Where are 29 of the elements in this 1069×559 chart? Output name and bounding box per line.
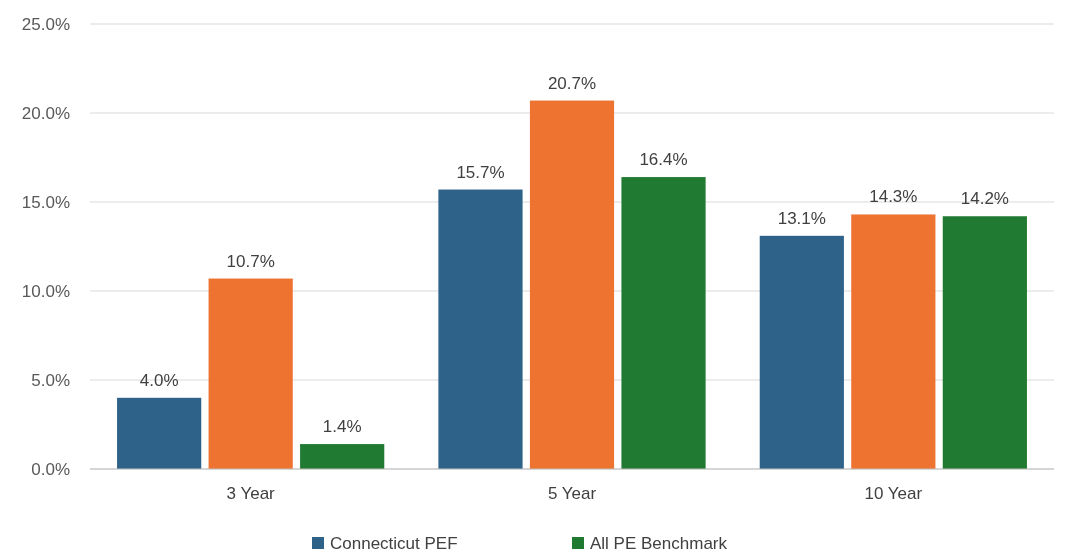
bar xyxy=(117,397,202,469)
x-tick-label: 3 Year xyxy=(226,484,276,503)
text: 10.7% xyxy=(226,251,275,271)
bar xyxy=(942,216,1027,469)
text: 16.4% xyxy=(639,150,688,170)
y-tick-label: 20.0% xyxy=(21,103,70,123)
legend-label: Connecticut PEF xyxy=(330,534,458,553)
text: 14.2% xyxy=(960,189,1009,209)
bar xyxy=(529,100,615,469)
y-tick-label: 25.0% xyxy=(21,14,70,34)
bar xyxy=(621,177,706,469)
legend-label: All PE Benchmark xyxy=(590,534,728,553)
y-tick-label: 10.0% xyxy=(21,281,70,301)
x-tick-label: 5 Year xyxy=(547,484,597,503)
text: 15.7% xyxy=(456,162,505,182)
y-tick-label: 5.0% xyxy=(31,370,70,390)
text: 1.4% xyxy=(322,417,362,437)
bar xyxy=(851,214,936,469)
bar xyxy=(300,444,385,469)
text: 14.3% xyxy=(869,187,918,207)
text: 4.0% xyxy=(139,370,179,390)
text: 20.7% xyxy=(547,73,597,93)
text: 13.1% xyxy=(777,208,826,228)
bar xyxy=(759,235,844,469)
y-tick-label: 15.0% xyxy=(21,192,70,212)
bar xyxy=(438,189,523,469)
bar xyxy=(208,278,293,469)
y-tick-label: 0.0% xyxy=(31,459,70,479)
x-tick-label: 10 Year xyxy=(864,484,923,503)
